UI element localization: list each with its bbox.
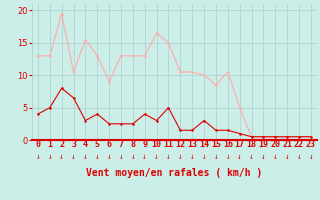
Text: ↓: ↓ <box>95 152 100 161</box>
Text: ↓: ↓ <box>142 152 147 161</box>
Text: ↓: ↓ <box>190 152 195 161</box>
Text: ↓: ↓ <box>107 152 111 161</box>
Text: ↓: ↓ <box>178 152 183 161</box>
Text: ↓: ↓ <box>166 152 171 161</box>
Text: ↓: ↓ <box>226 152 230 161</box>
Text: ↓: ↓ <box>249 152 254 161</box>
Text: ↓: ↓ <box>59 152 64 161</box>
Text: ↓: ↓ <box>237 152 242 161</box>
Text: ↓: ↓ <box>131 152 135 161</box>
Text: ↓: ↓ <box>273 152 277 161</box>
Text: ↓: ↓ <box>71 152 76 161</box>
Text: ↓: ↓ <box>36 152 40 161</box>
Text: ↓: ↓ <box>297 152 301 161</box>
Text: ↓: ↓ <box>83 152 88 161</box>
Text: ↓: ↓ <box>285 152 290 161</box>
Text: ↓: ↓ <box>119 152 123 161</box>
Text: ↓: ↓ <box>261 152 266 161</box>
Text: ↓: ↓ <box>202 152 206 161</box>
Text: ↓: ↓ <box>154 152 159 161</box>
X-axis label: Vent moyen/en rafales ( km/h ): Vent moyen/en rafales ( km/h ) <box>86 168 262 178</box>
Text: ↓: ↓ <box>47 152 52 161</box>
Text: ↓: ↓ <box>308 152 313 161</box>
Text: ↓: ↓ <box>214 152 218 161</box>
